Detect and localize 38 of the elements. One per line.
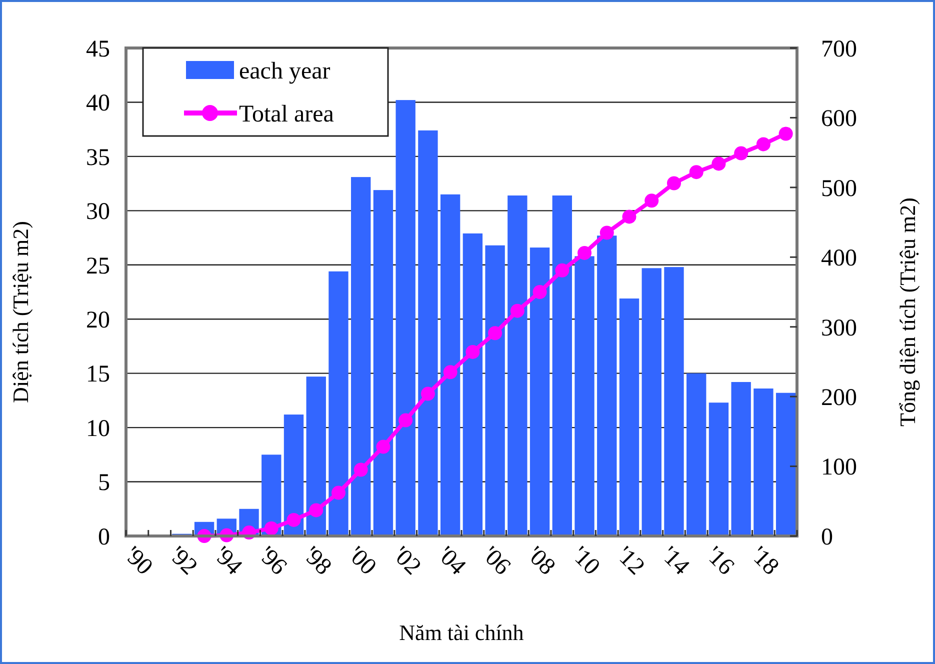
y-tick-label: 20	[86, 308, 110, 334]
x-axis-title: Năm tài chính	[399, 620, 524, 645]
y2-axis-title: Tổng diện tích (Triệu m2)	[895, 198, 920, 426]
y2-tick-label: 0	[821, 524, 833, 550]
y-tick-label: 10	[86, 416, 110, 442]
x-tick-label: '06	[476, 542, 516, 580]
legend-label: each year	[239, 58, 330, 84]
x-tick-label: '98	[298, 542, 336, 580]
y2-tick-label: 700	[821, 36, 857, 62]
x-tick-label: '18	[745, 542, 784, 580]
x-tick-label: '04	[432, 542, 470, 580]
x-tick-label: '10	[566, 542, 605, 580]
x-tick-label: '14	[656, 542, 694, 580]
y2-tick-label: 500	[821, 176, 857, 202]
x-tick-label: '08	[522, 542, 560, 580]
y-tick-label: 35	[86, 144, 110, 171]
y-tick-label: 0	[98, 524, 110, 550]
y-tick-label: 15	[86, 362, 110, 388]
y-tick-label: 5	[98, 470, 110, 496]
x-tick-label: '16	[700, 542, 739, 580]
x-tick-label: '94	[208, 542, 247, 580]
y2-tick-label: 400	[821, 246, 857, 272]
y-tick-label: 30	[86, 199, 110, 226]
y2-tick-label: 200	[821, 384, 857, 411]
y2-tick-label: 600	[821, 106, 857, 132]
legend-label: Total area	[239, 101, 334, 128]
y2-tick-label: 100	[821, 454, 857, 481]
x-tick-label: '02	[387, 542, 426, 580]
x-tick-label: '12	[611, 542, 650, 580]
y-tick-label: 40	[86, 90, 110, 117]
x-tick-label: '00	[342, 542, 382, 580]
x-tick-label: '96	[253, 542, 292, 580]
y-tick-label: 25	[86, 253, 110, 280]
y-tick-label: 45	[86, 36, 110, 62]
y2-tick-label: 300	[821, 315, 857, 342]
x-tick-label: '92	[164, 542, 202, 580]
x-tick-label: '90	[118, 542, 158, 580]
y-axis-title: Diện tích (Triệu m2)	[8, 221, 33, 403]
